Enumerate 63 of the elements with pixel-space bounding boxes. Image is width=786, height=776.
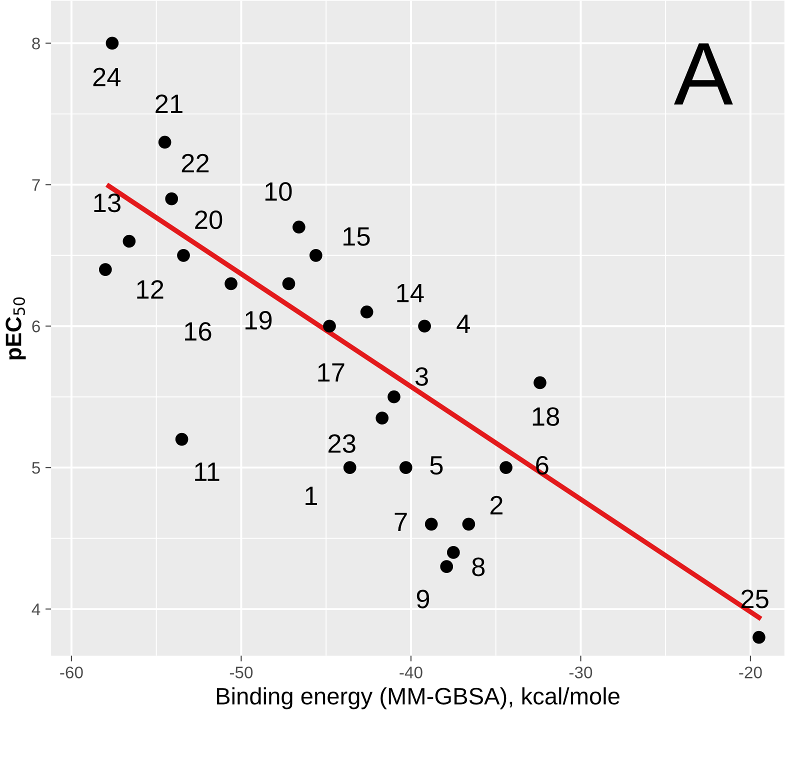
x-tick-label: -50 <box>230 666 253 678</box>
point <box>424 518 438 531</box>
annotation: 8 <box>472 558 485 576</box>
point <box>752 630 766 644</box>
annotation: 25 <box>741 590 768 608</box>
x-tick-label: -30 <box>569 666 592 678</box>
y-tick-label: 6 <box>32 320 40 332</box>
y-tick-label: 7 <box>32 179 40 191</box>
point <box>399 461 412 474</box>
annotation: 9 <box>416 590 430 608</box>
annotation: 17 <box>318 363 344 382</box>
annotation: 10 <box>265 182 292 201</box>
point <box>376 412 389 424</box>
x-tick-label: -60 <box>60 666 83 678</box>
annotation: 18 <box>532 407 560 426</box>
annotation: 12 <box>137 280 164 299</box>
annotation: 22 <box>182 154 209 172</box>
point <box>106 36 119 50</box>
y-tick-label: 4 <box>32 604 40 616</box>
point <box>388 390 400 404</box>
y-axis-title: pEC$_{50}$ <box>6 297 26 360</box>
annotation: 3 <box>415 367 428 386</box>
annotation: 24 <box>93 68 121 86</box>
point <box>292 220 306 234</box>
annotation: 1 <box>306 486 318 505</box>
point <box>177 248 190 262</box>
point <box>440 560 454 574</box>
point <box>343 461 356 474</box>
point <box>309 248 322 262</box>
point <box>418 320 431 333</box>
x-tick-label: -40 <box>400 666 422 678</box>
point <box>534 376 546 390</box>
point <box>165 192 178 206</box>
annotation: 11 <box>195 462 220 481</box>
y-tick-label: 5 <box>32 462 40 474</box>
annotation: 2 <box>490 496 502 514</box>
annotation: 4 <box>456 314 470 333</box>
annotation: A <box>674 43 733 104</box>
annotation: 16 <box>185 322 212 341</box>
point <box>323 320 336 333</box>
annotation: 15 <box>344 227 370 246</box>
point <box>446 546 460 559</box>
point <box>224 277 238 290</box>
point <box>360 306 374 318</box>
annotation: 14 <box>397 284 424 302</box>
x-axis-title: Binding energy (MM-GBSA), kcal/mole <box>216 687 620 710</box>
annotation: 7 <box>394 512 407 531</box>
annotation: 6 <box>536 456 548 475</box>
annotation: 5 <box>430 456 443 475</box>
annotation: 21 <box>156 94 182 113</box>
point <box>122 234 136 248</box>
annotation: 19 <box>246 310 272 330</box>
annotation: 20 <box>195 210 222 230</box>
point <box>282 277 296 290</box>
annotation: 23 <box>328 434 356 453</box>
annotation: 13 <box>94 194 120 212</box>
point <box>175 432 188 446</box>
point <box>462 518 476 531</box>
point <box>500 461 512 474</box>
point <box>98 263 112 276</box>
point <box>158 136 172 149</box>
y-tick-label: 8 <box>32 38 40 50</box>
x-tick-label: -20 <box>739 666 762 678</box>
